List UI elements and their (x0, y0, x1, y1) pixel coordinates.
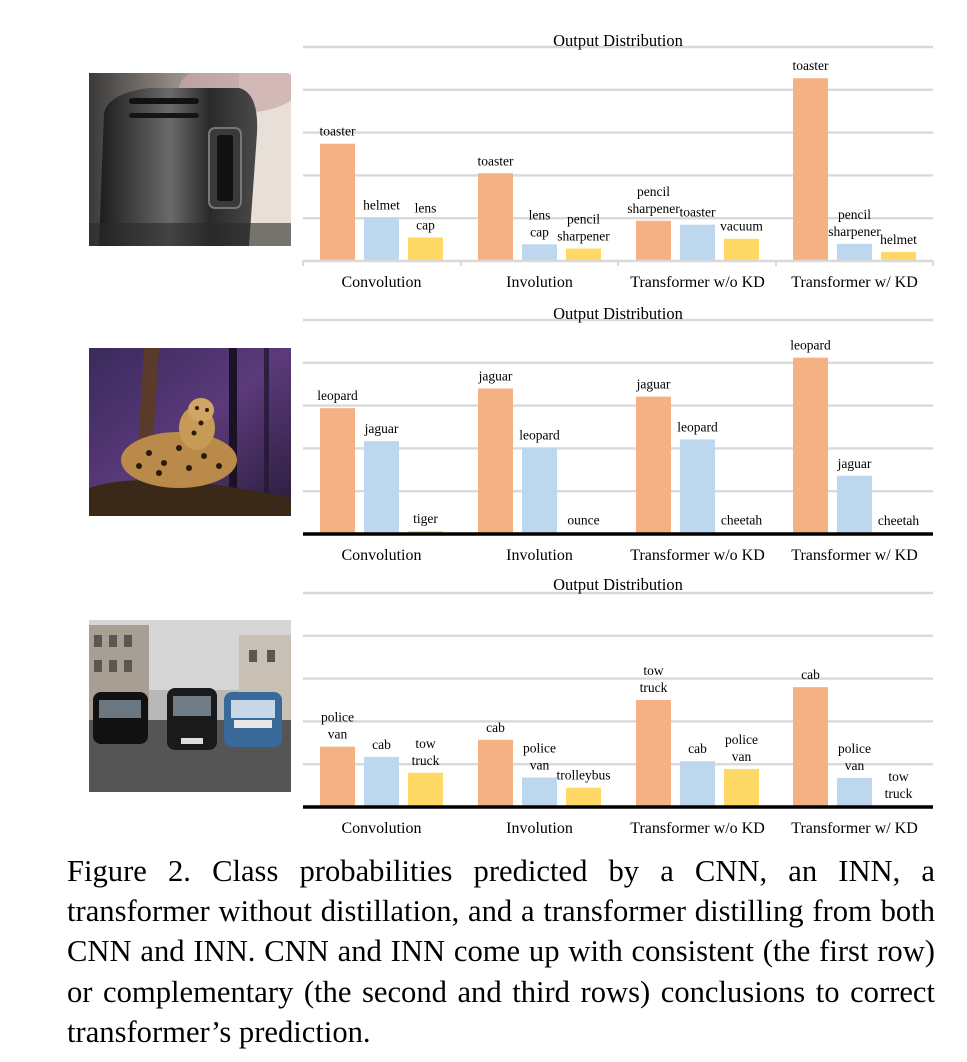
bar (364, 217, 399, 261)
bar (478, 739, 513, 807)
bar-label: jaguar (837, 456, 872, 471)
bar (881, 252, 916, 261)
figure-caption: Figure 2. Class probabilities predicted … (67, 854, 935, 1049)
category-label: Convolution (341, 274, 421, 291)
bar-label: helmet (363, 197, 400, 212)
bar (837, 475, 872, 534)
category-label: Involution (506, 820, 573, 837)
bar-label: leopard (317, 388, 358, 403)
category-label: Involution (506, 274, 573, 291)
category-label: Involution (506, 547, 573, 564)
chart-title: Output Distribution (553, 304, 683, 323)
bar-label: trolleybus (557, 768, 611, 783)
bar-label: lens cap (529, 207, 551, 239)
bar (636, 396, 671, 534)
chart-title: Output Distribution (553, 31, 683, 50)
london-cabs-photo (89, 620, 291, 792)
bar (320, 746, 355, 807)
bar (793, 357, 828, 534)
bar-label: helmet (880, 232, 917, 247)
bar (364, 441, 399, 534)
bar-label: leopard (677, 419, 718, 434)
bar-label: lens cap (415, 200, 437, 232)
output-distribution-chart-2: leopard jaguar tiger jaguar leopard ounce jagu… (0, 300, 967, 572)
bar-label: pencil sharpener (828, 207, 881, 239)
bar (793, 687, 828, 807)
bar (522, 447, 557, 534)
toaster-photo (89, 73, 291, 246)
bar (522, 244, 557, 261)
bar (837, 777, 872, 807)
bar-label: police van (725, 732, 758, 764)
bar (522, 777, 557, 807)
chart-title: Output Distribution (553, 575, 683, 594)
bar-label: cab (688, 741, 707, 756)
bar (680, 439, 715, 534)
bar-label: tiger (413, 511, 438, 526)
bar-label: ounce (567, 513, 599, 528)
bar-label: police van (523, 740, 556, 772)
bar (680, 761, 715, 807)
bar-label: cab (801, 667, 820, 682)
bar (724, 768, 759, 807)
bar (320, 143, 355, 261)
output-distribution-chart-1: toaster helmet lens cap toaster lens cap pencil… (0, 0, 967, 300)
bar (364, 756, 399, 807)
leopard-photo (89, 348, 291, 516)
bar (724, 238, 759, 261)
bar-label: cheetah (721, 513, 762, 528)
bar-label: cab (372, 737, 391, 752)
bar (837, 243, 872, 261)
bar (680, 224, 715, 261)
bar (478, 388, 513, 534)
bar-label: toaster (793, 58, 829, 73)
bar-label: leopard (790, 338, 831, 353)
bar (566, 787, 601, 807)
bar-label: jaguar (636, 377, 671, 392)
category-label: Transformer w/ KD (791, 547, 918, 564)
bar (793, 78, 828, 261)
bar-label: cheetah (878, 513, 919, 528)
bar-label: tow truck (640, 663, 668, 695)
bar (566, 248, 601, 261)
bar (408, 772, 443, 807)
bar-label: toaster (680, 205, 716, 220)
bar-label: tow truck (885, 769, 913, 801)
category-label: Transformer w/o KD (630, 547, 765, 564)
bar (320, 408, 355, 534)
bar (408, 237, 443, 261)
bar-label: tow truck (412, 736, 440, 768)
output-distribution-chart-3: police van cab tow truck cab police van trolleyb… (0, 572, 967, 847)
bar-label: police van (321, 710, 354, 742)
category-label: Transformer w/ KD (791, 274, 918, 291)
bar-label: jaguar (364, 421, 399, 436)
bar (478, 173, 513, 261)
bar-label: vacuum (720, 219, 763, 234)
category-label: Transformer w/o KD (630, 820, 765, 837)
bar (636, 220, 671, 261)
category-label: Convolution (341, 547, 421, 564)
bar-label: toaster (320, 124, 356, 139)
bar-label: leopard (519, 428, 560, 443)
bar-label: pencil sharpener (557, 212, 610, 244)
category-label: Transformer w/o KD (630, 274, 765, 291)
bar-label: police van (838, 741, 871, 773)
bar-label: pencil sharpener (627, 184, 680, 216)
bar (636, 700, 671, 807)
category-label: Convolution (341, 820, 421, 837)
bar-label: jaguar (478, 368, 513, 383)
bar-label: toaster (478, 153, 514, 168)
category-label: Transformer w/ KD (791, 820, 918, 837)
bar-label: cab (486, 720, 505, 735)
